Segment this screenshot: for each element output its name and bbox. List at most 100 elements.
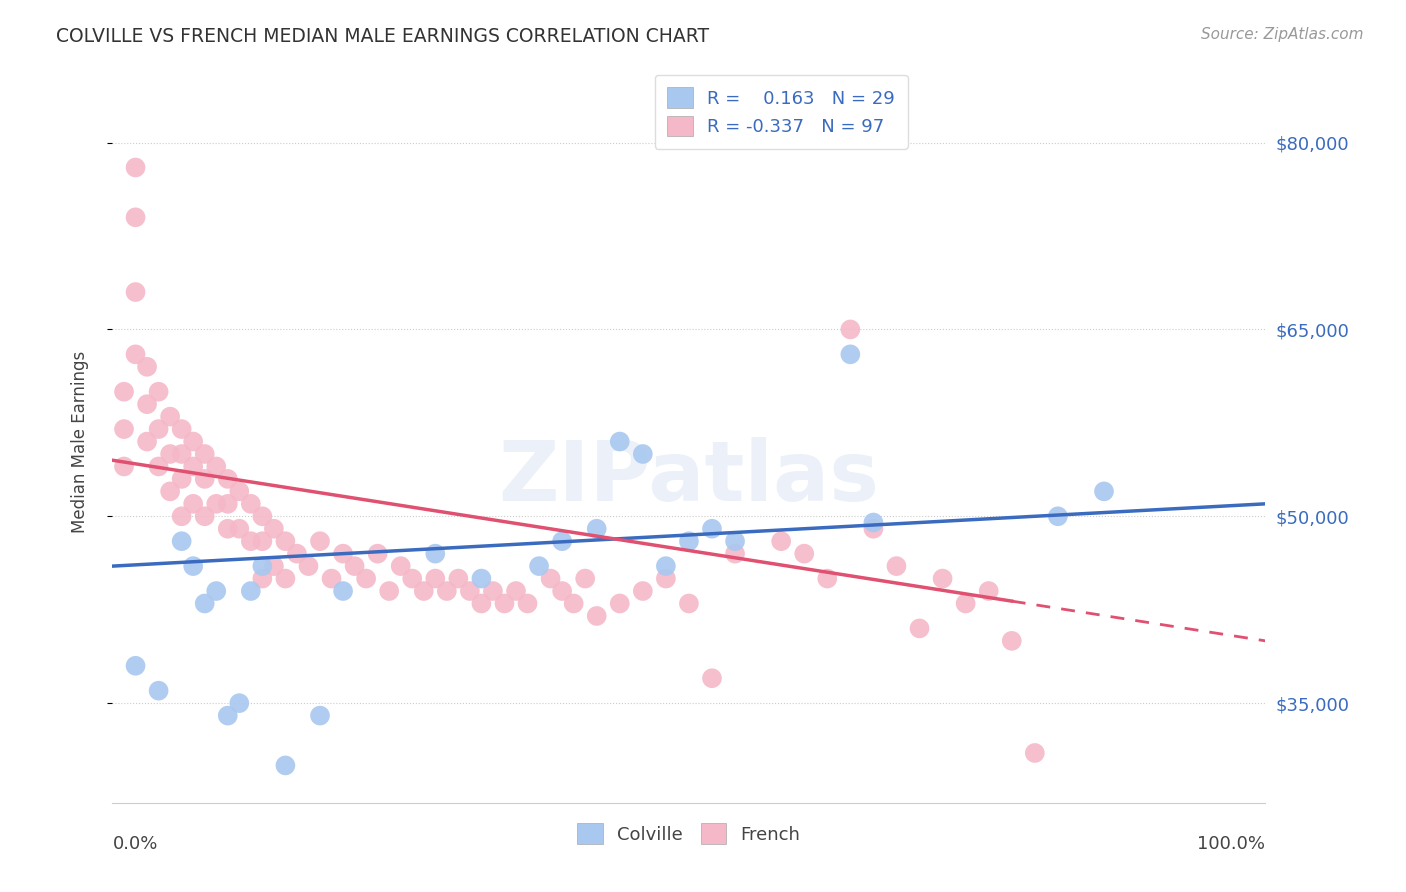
Point — [540, 572, 562, 586]
Point — [112, 459, 135, 474]
Point — [724, 534, 747, 549]
Point — [252, 572, 274, 586]
Point — [159, 409, 181, 424]
Point — [239, 534, 262, 549]
Point — [217, 522, 239, 536]
Point — [170, 447, 193, 461]
Point — [436, 584, 458, 599]
Point — [159, 484, 181, 499]
Point — [343, 559, 366, 574]
Point — [527, 559, 550, 574]
Point — [700, 671, 723, 685]
Point — [678, 534, 700, 549]
Point — [239, 584, 262, 599]
Point — [470, 572, 492, 586]
Point — [252, 559, 274, 574]
Point — [124, 211, 146, 225]
Point — [263, 522, 285, 536]
Point — [309, 534, 332, 549]
Point — [136, 434, 159, 449]
Point — [412, 584, 434, 599]
Point — [124, 285, 146, 299]
Point — [181, 559, 204, 574]
Point — [170, 534, 193, 549]
Point — [205, 497, 228, 511]
Point — [205, 584, 228, 599]
Point — [955, 597, 977, 611]
Point — [574, 572, 596, 586]
Point — [516, 597, 538, 611]
Point — [425, 572, 447, 586]
Point — [194, 447, 217, 461]
Point — [309, 708, 332, 723]
Point — [112, 384, 135, 399]
Point — [1024, 746, 1046, 760]
Point — [609, 597, 631, 611]
Point — [252, 509, 274, 524]
Point — [551, 534, 574, 549]
Point — [494, 597, 516, 611]
Point — [274, 758, 297, 772]
Point — [194, 597, 217, 611]
Point — [170, 509, 193, 524]
Point — [274, 534, 297, 549]
Point — [700, 522, 723, 536]
Point — [378, 584, 401, 599]
Point — [136, 359, 159, 374]
Point — [367, 547, 389, 561]
Point — [194, 509, 217, 524]
Point — [274, 572, 297, 586]
Point — [1001, 633, 1024, 648]
Point — [505, 584, 527, 599]
Point — [839, 322, 862, 336]
Point — [793, 547, 815, 561]
Point — [217, 472, 239, 486]
Point — [285, 547, 308, 561]
Legend: Colville, French: Colville, French — [571, 816, 807, 852]
Point — [148, 422, 170, 436]
Point — [332, 584, 354, 599]
Point — [401, 572, 423, 586]
Text: 100.0%: 100.0% — [1198, 835, 1265, 854]
Point — [551, 584, 574, 599]
Point — [678, 597, 700, 611]
Point — [112, 422, 135, 436]
Text: 0.0%: 0.0% — [112, 835, 157, 854]
Point — [815, 572, 838, 586]
Point — [425, 547, 447, 561]
Point — [470, 597, 492, 611]
Point — [297, 559, 319, 574]
Text: Source: ZipAtlas.com: Source: ZipAtlas.com — [1201, 27, 1364, 42]
Point — [181, 459, 204, 474]
Point — [631, 584, 654, 599]
Point — [609, 434, 631, 449]
Text: COLVILLE VS FRENCH MEDIAN MALE EARNINGS CORRELATION CHART: COLVILLE VS FRENCH MEDIAN MALE EARNINGS … — [56, 27, 710, 45]
Point — [124, 161, 146, 175]
Point — [931, 572, 953, 586]
Point — [458, 584, 481, 599]
Point — [977, 584, 1000, 599]
Point — [263, 559, 285, 574]
Point — [886, 559, 908, 574]
Point — [321, 572, 343, 586]
Point — [159, 447, 181, 461]
Point — [136, 397, 159, 411]
Point — [228, 522, 250, 536]
Point — [862, 516, 884, 530]
Point — [217, 708, 239, 723]
Point — [839, 347, 862, 361]
Point — [354, 572, 377, 586]
Point — [148, 459, 170, 474]
Point — [228, 484, 250, 499]
Point — [389, 559, 412, 574]
Point — [252, 534, 274, 549]
Point — [1092, 484, 1115, 499]
Point — [655, 559, 678, 574]
Point — [631, 447, 654, 461]
Point — [332, 547, 354, 561]
Point — [228, 696, 250, 710]
Point — [181, 434, 204, 449]
Point — [194, 472, 217, 486]
Point — [447, 572, 470, 586]
Point — [170, 472, 193, 486]
